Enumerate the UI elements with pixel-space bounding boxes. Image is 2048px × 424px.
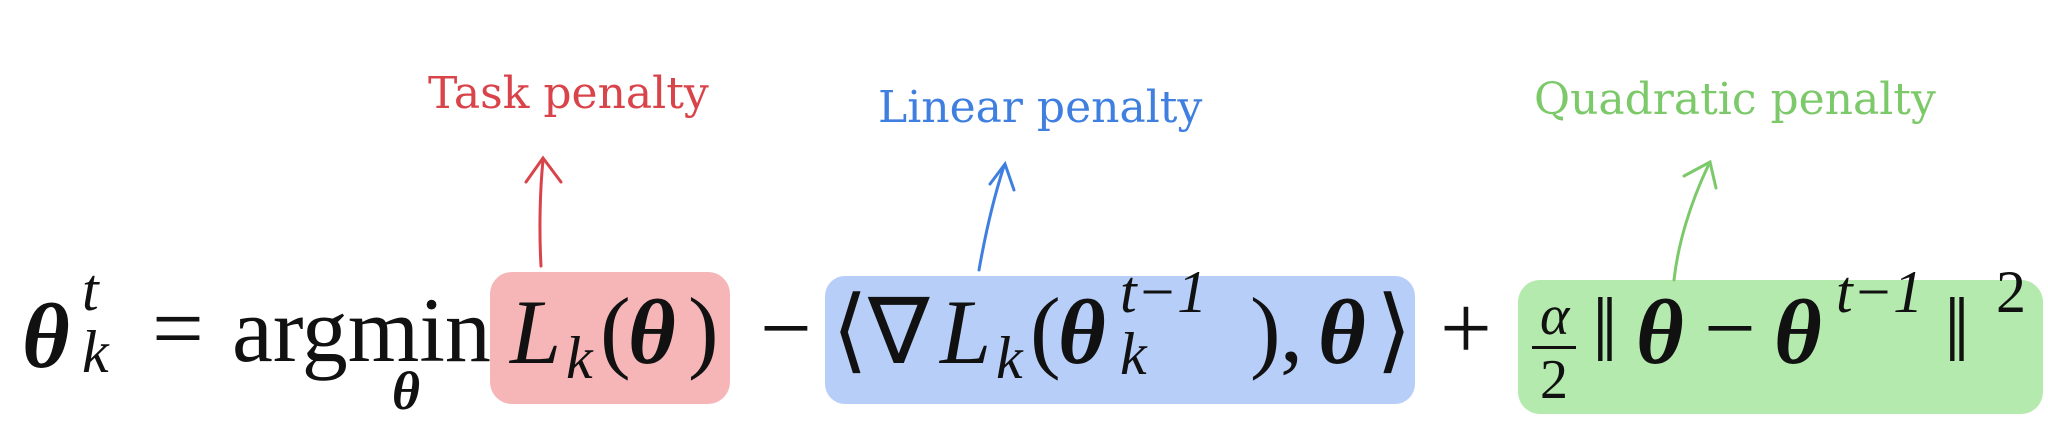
linear-L: L <box>940 281 992 383</box>
task-theta: θ <box>628 281 676 383</box>
linear-close-paren: ) <box>1250 279 1281 381</box>
quad-theta-2: θ <box>1774 281 1822 383</box>
linear-theta-sub: k <box>1120 321 1147 387</box>
linear-highlight <box>825 276 1415 404</box>
linear-comma: , <box>1280 279 1303 381</box>
frac-bar <box>1532 346 1576 349</box>
frac-numerator: α <box>1540 285 1570 347</box>
quad-theta: θ <box>1636 281 1684 383</box>
argmin-subscript: θ <box>392 361 421 421</box>
task-highlight <box>490 272 730 404</box>
norm-open: ‖ <box>1592 279 1618 381</box>
plus-sign: + <box>1440 277 1492 379</box>
norm-close: ‖ <box>1944 279 1970 381</box>
linear-open-paren: ( <box>1030 279 1061 381</box>
quad-minus: − <box>1704 277 1756 379</box>
linear-theta-2: θ <box>1318 281 1366 383</box>
linear-penalty-label: Linear penalty <box>878 82 1203 133</box>
quadratic-arrow <box>1672 159 1718 282</box>
task-open-paren: ( <box>600 279 631 381</box>
quadratic-penalty-label: Quadratic penalty <box>1534 74 1936 125</box>
quad-theta-sup: t−1 <box>1836 259 1924 325</box>
task-L-sub: k <box>566 325 593 391</box>
task-penalty-label: Task penalty <box>428 68 709 119</box>
argmin-operator: argmin <box>232 279 491 381</box>
task-L: L <box>510 281 562 383</box>
linear-theta: θ <box>1058 281 1106 383</box>
task-close-paren: ) <box>688 279 719 381</box>
linear-rangle: ⟩ <box>1376 279 1412 381</box>
linear-langle: ⟨ <box>832 279 868 381</box>
linear-L-sub: k <box>996 325 1023 391</box>
frac-denominator: 2 <box>1540 349 1568 411</box>
equals-sign: = <box>152 277 204 379</box>
minus-sign-1: − <box>760 277 812 379</box>
lhs-sup: t <box>82 257 99 323</box>
nabla-symbol: ∇ <box>868 281 930 383</box>
norm-power: 2 <box>1996 259 2026 325</box>
linear-arrow <box>977 160 1016 272</box>
task-arrow <box>524 155 563 268</box>
linear-theta-sup: t−1 <box>1120 259 1208 325</box>
lhs-sub: k <box>82 319 109 385</box>
lhs-theta: θ <box>22 285 70 387</box>
quadratic-highlight <box>1518 280 2043 414</box>
